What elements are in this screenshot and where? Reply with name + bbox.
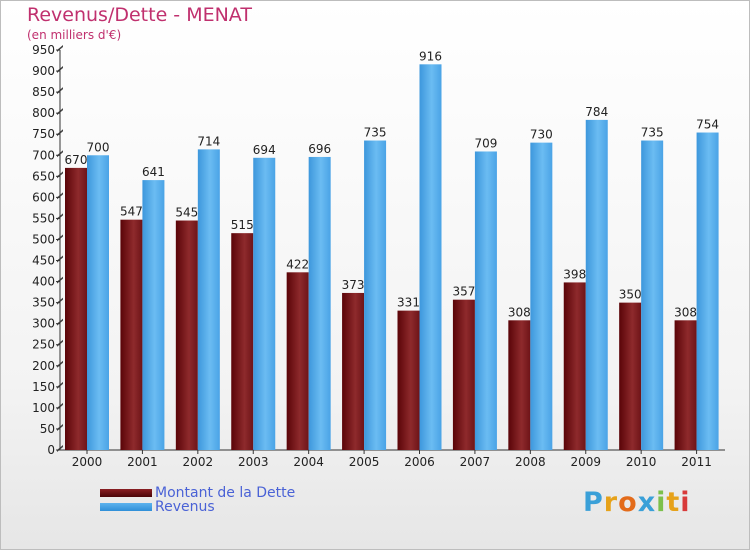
x-tick-label: 2006 bbox=[404, 455, 435, 469]
data-label-revenus: 696 bbox=[308, 142, 331, 156]
bar-revenus bbox=[696, 132, 719, 451]
x-tick-label: 2001 bbox=[127, 455, 158, 469]
x-tick-label: 2002 bbox=[183, 455, 214, 469]
data-label-dette: 398 bbox=[563, 267, 586, 281]
bar-revenus bbox=[530, 142, 553, 450]
bar-revenus bbox=[641, 140, 664, 451]
y-tick-label: 250 bbox=[32, 338, 55, 352]
proxiti-logo: Proxiti bbox=[583, 487, 691, 518]
bar-dette bbox=[175, 220, 198, 450]
data-label-dette: 422 bbox=[286, 257, 309, 271]
bar-dette bbox=[120, 219, 143, 450]
data-label-revenus: 754 bbox=[696, 118, 719, 132]
legend-label-revenus: Revenus bbox=[155, 499, 215, 515]
y-tick-label: 550 bbox=[32, 211, 55, 225]
x-tick-label: 2009 bbox=[570, 455, 601, 469]
legend-swatch-dette bbox=[100, 489, 152, 497]
data-label-dette: 308 bbox=[508, 305, 531, 319]
bar-dette bbox=[508, 320, 531, 450]
x-tick-label: 2003 bbox=[238, 455, 269, 469]
x-tick-label: 2010 bbox=[626, 455, 657, 469]
bar-dette bbox=[452, 299, 475, 450]
bar-revenus bbox=[87, 155, 109, 450]
bar-revenus bbox=[419, 64, 442, 450]
data-label-dette: 357 bbox=[452, 285, 475, 299]
bar-dette bbox=[65, 167, 87, 451]
data-label-revenus: 735 bbox=[364, 126, 387, 140]
bar-dette bbox=[619, 302, 642, 450]
data-label-dette: 350 bbox=[619, 288, 642, 302]
data-label-dette: 331 bbox=[397, 296, 420, 310]
x-tick-label: 2004 bbox=[293, 455, 324, 469]
data-label-revenus: 714 bbox=[197, 134, 220, 148]
data-label-revenus: 916 bbox=[419, 49, 442, 63]
data-label-revenus: 641 bbox=[142, 165, 165, 179]
data-label-dette: 547 bbox=[120, 205, 143, 219]
data-label-revenus: 730 bbox=[530, 128, 553, 142]
data-label-revenus: 700 bbox=[87, 140, 110, 154]
chart-subtitle: (en milliers d'€) bbox=[27, 28, 122, 42]
y-tick-label: 900 bbox=[32, 64, 55, 78]
y-tick-label: 800 bbox=[32, 106, 55, 120]
bar-dette bbox=[397, 310, 420, 450]
bar-revenus bbox=[142, 180, 165, 450]
data-label-dette: 308 bbox=[674, 305, 697, 319]
y-tick-label: 350 bbox=[32, 296, 55, 310]
y-tick-label: 700 bbox=[32, 148, 55, 162]
data-label-revenus: 709 bbox=[474, 136, 497, 150]
y-tick-label: 450 bbox=[32, 254, 55, 268]
data-label-dette: 545 bbox=[175, 206, 198, 220]
bar-dette bbox=[286, 272, 309, 450]
bar-revenus bbox=[474, 151, 497, 450]
chart-title: Revenus/Dette - MENAT bbox=[27, 4, 252, 26]
data-label-revenus: 735 bbox=[641, 126, 664, 140]
bar-revenus bbox=[585, 119, 608, 450]
bar-dette bbox=[231, 233, 254, 450]
y-tick-label: 200 bbox=[32, 359, 55, 373]
y-tick-label: 300 bbox=[32, 317, 55, 331]
data-label-dette: 515 bbox=[231, 218, 254, 232]
x-tick-label: 2005 bbox=[349, 455, 380, 469]
legend-label-dette: Montant de la Dette bbox=[155, 485, 296, 501]
y-tick-label: 650 bbox=[32, 169, 55, 183]
y-tick-label: 400 bbox=[32, 275, 55, 289]
data-label-revenus: 784 bbox=[585, 105, 608, 119]
bar-revenus bbox=[308, 156, 331, 450]
bar-dette bbox=[342, 292, 365, 450]
legend-swatch-revenus bbox=[100, 503, 152, 511]
y-tick-label: 500 bbox=[32, 232, 55, 246]
bar-revenus bbox=[253, 157, 276, 450]
x-tick-label: 2007 bbox=[460, 455, 491, 469]
bar-revenus bbox=[364, 140, 387, 451]
x-tick-label: 2008 bbox=[515, 455, 546, 469]
data-label-dette: 670 bbox=[65, 153, 88, 167]
y-tick-label: 50 bbox=[40, 422, 55, 436]
y-tick-label: 0 bbox=[47, 443, 55, 457]
bar-dette bbox=[563, 282, 586, 450]
y-tick-label: 750 bbox=[32, 127, 55, 141]
bar-revenus bbox=[197, 149, 220, 451]
bar-dette bbox=[674, 320, 697, 450]
y-tick-label: 600 bbox=[32, 190, 55, 204]
data-label-dette: 373 bbox=[342, 278, 365, 292]
y-tick-label: 100 bbox=[32, 401, 55, 415]
x-tick-label: 2000 bbox=[72, 455, 103, 469]
y-tick-label: 850 bbox=[32, 85, 55, 99]
y-tick-label: 150 bbox=[32, 380, 55, 394]
x-tick-label: 2011 bbox=[681, 455, 712, 469]
data-label-revenus: 694 bbox=[253, 143, 276, 157]
y-tick-label: 950 bbox=[32, 43, 55, 57]
